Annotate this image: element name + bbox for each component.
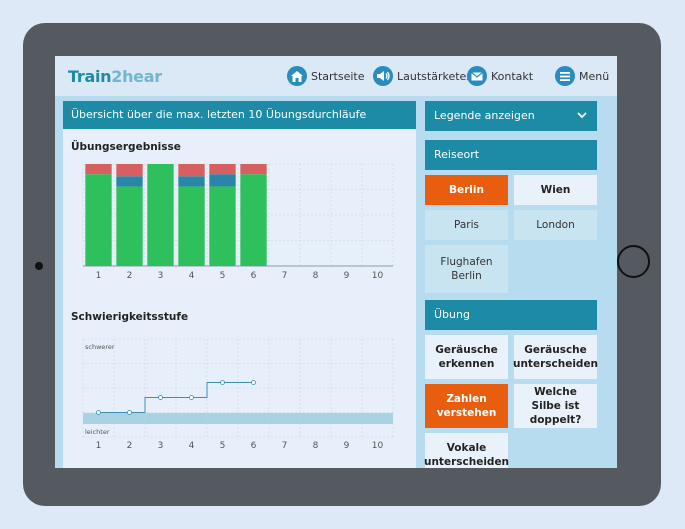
speaker-icon — [373, 66, 393, 86]
nav-volume-label: Lautstärketest — [397, 69, 477, 83]
camera-dot — [35, 262, 43, 270]
overview-header: Übersicht über die max. letzten 10 Übung… — [63, 101, 416, 129]
home-hardware-button[interactable] — [617, 245, 650, 278]
nav-contact[interactable]: Kontakt — [467, 65, 533, 87]
exercise-header: Übung — [425, 300, 597, 330]
nav-volume-test[interactable]: Lautstärketest — [373, 65, 476, 87]
x-tick-label: 8 — [313, 441, 319, 451]
x-tick-label: 10 — [372, 441, 384, 451]
top-nav: Train2hear Startseite Lautstärketest Kon… — [55, 56, 617, 96]
bar-segment — [209, 174, 236, 187]
exercise-option-welche-silbe[interactable]: Welche Silbe ist doppelt? — [514, 384, 597, 428]
x-tick-label: 2 — [127, 271, 133, 281]
bar-segment — [116, 186, 143, 266]
x-tick-label: 7 — [282, 271, 288, 281]
bar-segment — [147, 164, 174, 266]
x-tick-label: 1 — [96, 271, 102, 281]
difficulty-point — [189, 395, 194, 400]
nav-home[interactable]: Startseite — [287, 65, 365, 87]
exercise-option-geraeusche-erkennen[interactable]: Geräusche erkennen — [425, 335, 508, 379]
bar-segment — [85, 164, 112, 175]
results-title: Übungsergebnisse — [71, 141, 181, 153]
x-tick-label: 3 — [158, 271, 164, 281]
app-screen: Train2hear Startseite Lautstärketest Kon… — [55, 56, 617, 468]
bar-segment — [209, 164, 236, 175]
difficulty-point — [127, 410, 132, 415]
legend-toggle[interactable]: Legende anzeigen — [425, 101, 597, 131]
travel-option-berlin[interactable]: Berlin — [425, 175, 508, 205]
bar-segment — [209, 186, 236, 266]
travel-option-london[interactable]: London — [514, 210, 597, 240]
travel-option-paris[interactable]: Paris — [425, 210, 508, 240]
exercise-option-vokale-unterscheiden[interactable]: Vokale unterscheiden — [424, 433, 509, 468]
travel-header: Reiseort — [425, 140, 597, 170]
baseline-band — [83, 413, 393, 424]
x-tick-label: 5 — [220, 441, 226, 451]
nav-contact-label: Kontakt — [491, 69, 534, 83]
x-tick-label: 3 — [158, 441, 164, 451]
bar-segment — [178, 164, 205, 177]
x-tick-label: 2 — [127, 441, 133, 451]
hamburger-icon — [555, 66, 575, 86]
bar-segment — [178, 186, 205, 266]
results-chart: 1 2 3 4 5 6 7 8 9 10 — [82, 163, 394, 281]
x-tick-label: 9 — [344, 271, 350, 281]
difficulty-point — [158, 395, 163, 400]
x-tick-label: 7 — [282, 441, 288, 451]
legend-label: Legende anzeigen — [434, 109, 535, 122]
home-icon — [287, 66, 307, 86]
exercise-option-geraeusche-unterscheiden[interactable]: Geräusche unterscheiden — [513, 335, 598, 379]
x-tick-label: 8 — [313, 271, 319, 281]
difficulty-title: Schwierigkeitsstufe — [71, 311, 189, 323]
chevron-down-icon — [577, 101, 587, 143]
x-tick-label: 6 — [251, 271, 257, 281]
exercise-option-zahlen-verstehen[interactable]: Zahlen verstehen — [425, 384, 508, 428]
difficulty-point — [251, 380, 256, 385]
travel-option-wien[interactable]: Wien — [514, 175, 597, 205]
difficulty-point — [96, 410, 101, 415]
y-bottom-label: leichter — [85, 428, 110, 436]
mail-icon — [467, 66, 487, 86]
bar-segment — [116, 164, 143, 177]
logo-part-1: Train — [68, 67, 112, 86]
nav-menu[interactable]: Menü — [555, 65, 609, 87]
nav-menu-label: Menü — [579, 69, 610, 83]
x-tick-label: 5 — [220, 271, 226, 281]
overview-panel: Übersicht über die max. letzten 10 Übung… — [63, 101, 416, 468]
bar-segment — [116, 176, 143, 187]
logo-part-2: 2hear — [111, 67, 162, 86]
travel-option-flughafen-berlin[interactable]: Flughafen Berlin — [425, 245, 508, 293]
y-top-label: schwerer — [85, 343, 115, 351]
x-tick-label: 4 — [189, 441, 195, 451]
x-tick-label: 9 — [344, 441, 350, 451]
bar-segment — [178, 176, 205, 187]
x-tick-label: 6 — [251, 441, 257, 451]
x-tick-label: 4 — [189, 271, 195, 281]
bar-segment — [240, 164, 267, 175]
difficulty-point — [220, 380, 225, 385]
difficulty-chart: schwerer leichter 1 2 3 4 5 6 7 8 9 10 — [82, 338, 394, 451]
app-logo[interactable]: Train2hear — [68, 67, 162, 86]
nav-home-label: Startseite — [311, 69, 365, 83]
x-tick-label: 10 — [372, 271, 384, 281]
x-tick-label: 1 — [96, 441, 102, 451]
bar-segment — [85, 174, 112, 266]
bar-segment — [240, 174, 267, 266]
